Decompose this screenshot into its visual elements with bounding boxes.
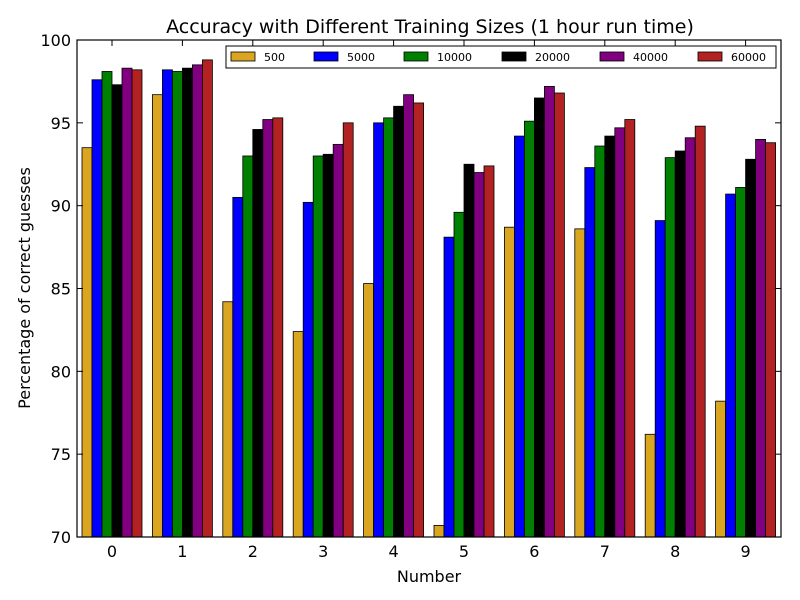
chart-title: Accuracy with Different Training Sizes (… — [166, 16, 694, 38]
bar-40000-0 — [121, 67, 133, 538]
bar-40000-6 — [544, 85, 555, 538]
bar-500-5 — [433, 525, 445, 538]
bar-20000-6 — [534, 97, 545, 538]
bar-500-6 — [503, 226, 515, 538]
bar-10000-0 — [101, 71, 113, 538]
bar-500-4 — [363, 283, 375, 538]
x-tick-label: 3 — [318, 542, 328, 561]
bar-5000-0 — [91, 79, 103, 538]
x-tick-label: 0 — [107, 542, 117, 561]
bar-10000-5 — [453, 211, 465, 538]
y-tick-label: 90 — [51, 197, 71, 216]
x-tick-label: 7 — [600, 542, 610, 561]
legend-swatch-20000 — [501, 51, 527, 62]
bar-60000-6 — [554, 92, 565, 538]
bar-40000-5 — [473, 172, 485, 538]
bars-layer — [81, 59, 776, 538]
bar-20000-8 — [674, 150, 686, 538]
x-tick-label: 5 — [459, 542, 469, 561]
bar-20000-0 — [111, 84, 123, 538]
legend-label-500: 500 — [264, 51, 285, 64]
bar-5000-3 — [302, 201, 314, 538]
x-tick-label: 9 — [741, 542, 751, 561]
bar-10000-7 — [594, 145, 606, 538]
bar-20000-2 — [252, 129, 264, 538]
bar-10000-4 — [383, 117, 395, 538]
bar-40000-7 — [614, 127, 626, 538]
legend-swatch-5000 — [313, 51, 339, 62]
ticks-layer: 70 75 80 85 90 95 100 0 1 2 3 4 5 6 7 8 9 — [40, 31, 781, 561]
x-tick-label: 4 — [389, 542, 399, 561]
bar-60000-7 — [624, 119, 636, 538]
y-axis-label: Percentage of correct guesses — [15, 167, 34, 409]
bar-20000-1 — [181, 67, 193, 538]
legend-label-60000: 60000 — [731, 51, 766, 64]
bar-20000-5 — [463, 163, 475, 538]
bar-20000-4 — [393, 105, 405, 538]
bar-40000-9 — [755, 138, 766, 538]
legend-box — [225, 45, 777, 69]
bar-5000-6 — [514, 135, 525, 538]
y-tick-label: 85 — [51, 280, 71, 299]
y-tick-label: 80 — [51, 362, 71, 381]
bar-10000-8 — [664, 157, 676, 538]
bar-40000-2 — [262, 119, 274, 538]
bar-5000-9 — [725, 193, 736, 538]
legend-label-10000: 10000 — [437, 51, 472, 64]
bar-500-8 — [644, 433, 656, 538]
bar-10000-2 — [242, 155, 254, 538]
bar-500-0 — [81, 147, 93, 538]
bar-60000-3 — [342, 122, 354, 538]
legend-label-5000: 5000 — [347, 51, 375, 64]
x-tick-label: 2 — [248, 542, 258, 561]
bar-10000-6 — [524, 120, 535, 538]
bar-60000-1 — [201, 59, 213, 538]
x-tick-label: 6 — [529, 542, 539, 561]
bar-500-2 — [222, 301, 234, 538]
bar-40000-8 — [684, 137, 696, 538]
bar-60000-8 — [694, 125, 706, 538]
bar-5000-4 — [373, 122, 385, 538]
bar-60000-5 — [483, 165, 495, 538]
x-axis-label: Number — [397, 567, 462, 586]
y-tick-label: 75 — [51, 445, 71, 464]
bar-40000-4 — [403, 94, 415, 538]
bar-60000-0 — [131, 69, 143, 538]
bar-60000-4 — [413, 102, 425, 538]
legend-label-20000: 20000 — [535, 51, 570, 64]
legend-swatch-10000 — [403, 51, 429, 62]
x-tick-label: 8 — [670, 542, 680, 561]
bar-10000-1 — [171, 71, 183, 538]
y-tick-label: 70 — [51, 528, 71, 547]
legend-label-40000: 40000 — [633, 51, 668, 64]
bar-40000-3 — [332, 143, 344, 538]
bar-60000-2 — [272, 117, 284, 538]
bar-500-3 — [292, 331, 304, 538]
bar-500-7 — [574, 228, 586, 538]
bar-10000-3 — [312, 155, 324, 538]
bar-5000-8 — [654, 220, 666, 538]
legend-swatch-500 — [230, 51, 256, 62]
legend: 500 5000 10000 20000 40000 60000 — [225, 45, 777, 69]
bar-10000-9 — [735, 187, 746, 538]
bar-500-1 — [151, 94, 163, 538]
bar-5000-2 — [232, 196, 244, 538]
bar-20000-9 — [745, 158, 756, 538]
bar-60000-9 — [765, 142, 776, 538]
y-tick-label: 100 — [40, 31, 71, 50]
bar-5000-5 — [443, 236, 455, 538]
x-tick-label: 1 — [177, 542, 187, 561]
bar-40000-1 — [191, 64, 203, 538]
legend-swatch-60000 — [697, 51, 723, 62]
bar-5000-1 — [161, 69, 173, 538]
legend-swatch-40000 — [599, 51, 625, 62]
bar-20000-3 — [322, 153, 334, 538]
bar-5000-7 — [584, 167, 596, 538]
bar-20000-7 — [604, 135, 616, 538]
bar-500-9 — [715, 400, 726, 538]
y-tick-label: 95 — [51, 114, 71, 133]
